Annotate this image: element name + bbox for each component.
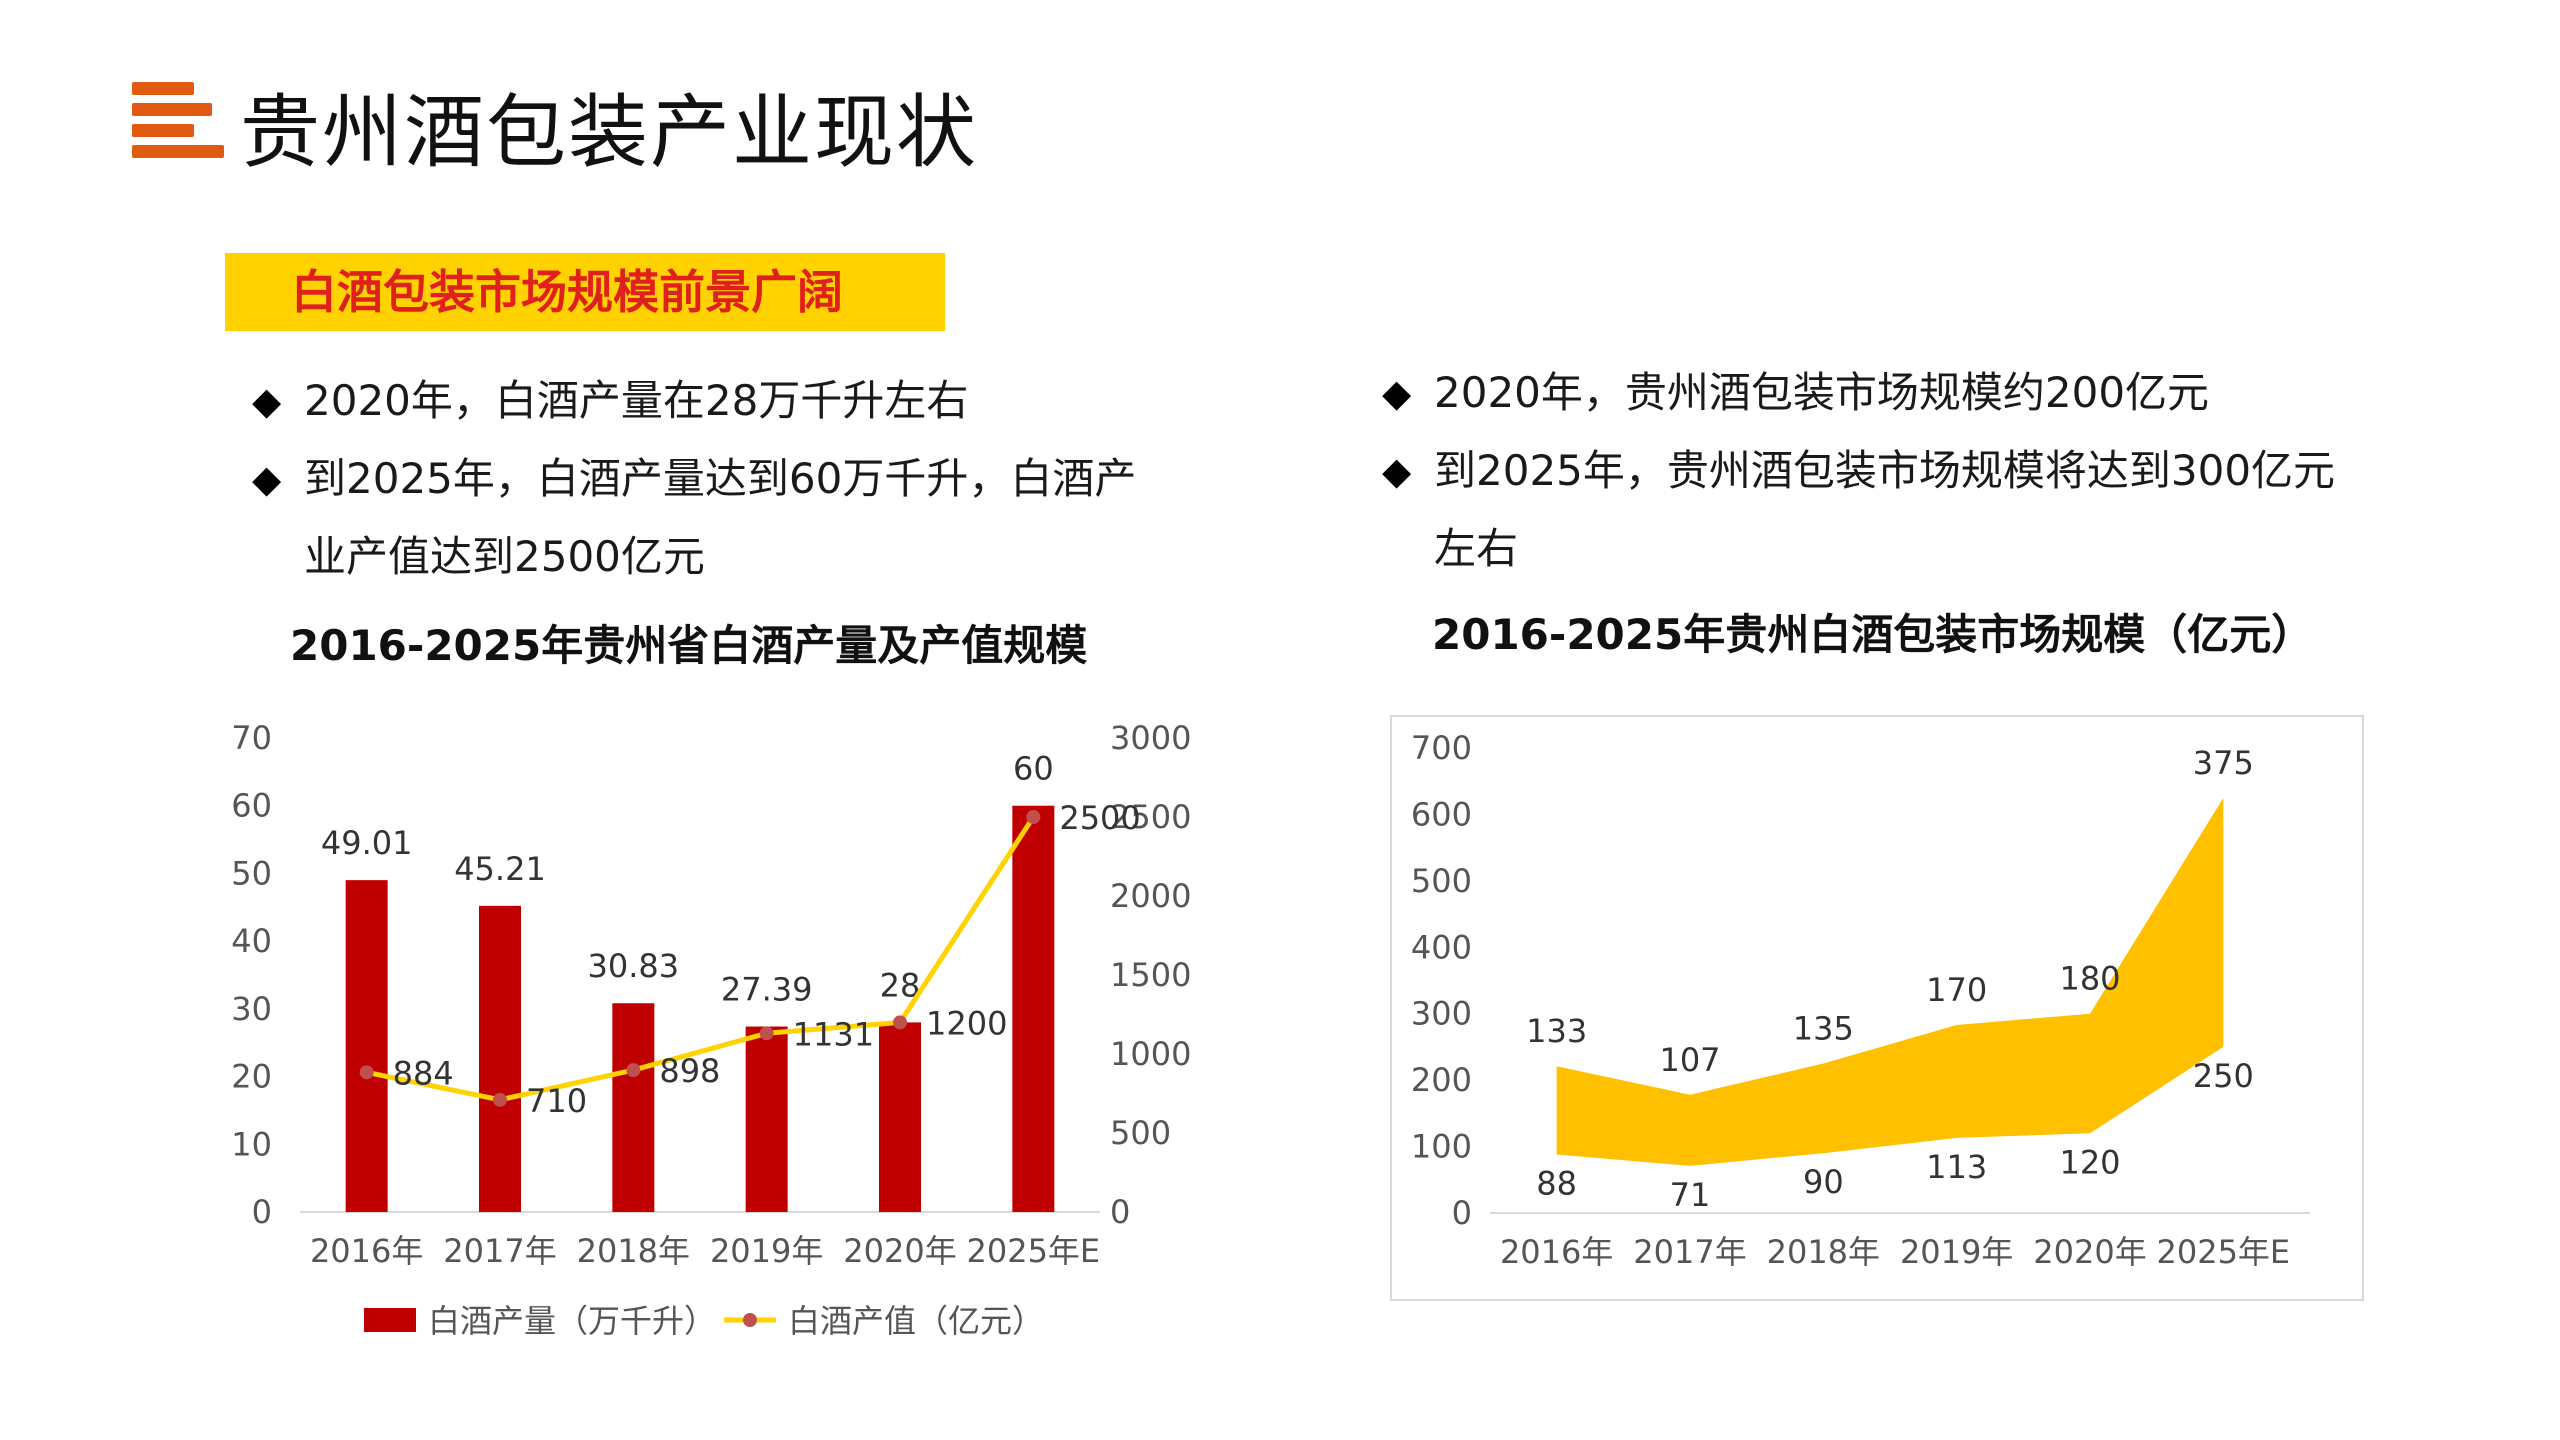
line-data-label: 1200	[926, 1004, 1007, 1042]
y-left-tick-label: 50	[231, 854, 272, 892]
x-tick-label: 2017年	[443, 1232, 556, 1270]
y-left-tick-label: 20	[231, 1058, 272, 1096]
bar	[479, 905, 521, 1212]
bullet-text: 到2025年，贵州酒包装市场规模将达到300亿元左右	[1434, 446, 2336, 573]
series-line	[366, 815, 1036, 1103]
y-right-tick-label: 3000	[1110, 719, 1191, 757]
bar-data-label: 60	[1013, 750, 1054, 788]
y-right-tick-label: 1000	[1110, 1035, 1191, 1073]
right-bullet-list: ◆ 2020年，贵州酒包装市场规模约200亿元 ◆ 到2025年，贵州酒包装市场…	[1378, 354, 2338, 588]
bar	[745, 1026, 788, 1212]
lower-data-label: 120	[2059, 1143, 2120, 1181]
y-left-tick-label: 60	[231, 787, 272, 825]
line-point	[626, 1063, 641, 1078]
x-tick-label: 2018年	[577, 1232, 690, 1270]
y-right-tick-label: 2500	[1110, 798, 1191, 836]
right-chart-title: 2016-2025年贵州白酒包装市场规模（亿元）	[1432, 610, 2314, 659]
x-tick-label: 2020年	[2033, 1233, 2146, 1271]
bullet-item: ◆ 2020年，白酒产量在28万千升左右	[248, 362, 1138, 440]
x-tick-label: 2019年	[1900, 1233, 2013, 1271]
x-tick-label: 2018年	[1767, 1233, 1880, 1271]
legend-bar-swatch	[364, 1308, 416, 1332]
y-tick-label: 300	[1411, 995, 1472, 1033]
packaging-market-chart: 0 100 200 300 400 500 600 700 2016年 2017年 2018年 201…	[1390, 715, 2364, 1301]
left-bullet-list: ◆ 2020年，白酒产量在28万千升左右 ◆ 到2025年，白酒产量达到60万千…	[248, 362, 1138, 596]
diamond-icon: ◆	[1382, 449, 1412, 493]
x-tick-label: 2025年E	[966, 1232, 1100, 1270]
bar-data-label: 27.39	[721, 971, 813, 1009]
legend-bar-label: 白酒产量（万千升）	[428, 1302, 716, 1340]
bar	[612, 1003, 655, 1212]
diamond-icon: ◆	[1382, 371, 1412, 415]
bar	[345, 880, 388, 1212]
x-tick-label: 2016年	[310, 1232, 423, 1270]
band-data-label: 180	[2059, 960, 2120, 998]
y-tick-label: 600	[1411, 795, 1472, 833]
y-left-tick-label: 0	[252, 1193, 272, 1231]
y-right-tick-label: 2000	[1110, 877, 1191, 915]
x-tick-label: 2020年	[843, 1232, 956, 1270]
y-right-tick-label: 0	[1110, 1193, 1130, 1231]
band-data-label: 135	[1793, 1010, 1854, 1048]
line-point	[759, 1026, 774, 1041]
band-data-label: 133	[1526, 1012, 1587, 1050]
line-data-label: 2500	[1059, 799, 1140, 837]
left-chart-title: 2016-2025年贵州省白酒产量及产值规模	[290, 621, 1088, 670]
line-point	[359, 1065, 374, 1080]
bar	[1012, 805, 1055, 1212]
bullet-text: 2020年，贵州酒包装市场规模约200亿元	[1434, 368, 2210, 417]
line-data-label: 710	[526, 1082, 587, 1120]
bullet-item: ◆ 到2025年，贵州酒包装市场规模将达到300亿元左右	[1378, 432, 2338, 588]
y-right-tick-label: 1500	[1110, 956, 1191, 994]
bullet-item: ◆ 到2025年，白酒产量达到60万千升，白酒产业产值达到2500亿元	[248, 440, 1138, 596]
x-tick-label: 2016年	[1500, 1233, 1613, 1271]
diamond-icon: ◆	[252, 379, 282, 423]
lower-data-label: 250	[2193, 1057, 2254, 1095]
bullet-text: 到2025年，白酒产量达到60万千升，白酒产业产值达到2500亿元	[304, 454, 1137, 581]
band-data-label: 375	[2193, 744, 2254, 782]
bar-data-label: 45.21	[454, 850, 546, 888]
band-data-label: 170	[1926, 971, 1987, 1009]
y-tick-label: 400	[1411, 928, 1472, 966]
y-tick-label: 500	[1411, 862, 1472, 900]
legend-line-marker	[743, 1313, 757, 1327]
y-tick-label: 0	[1452, 1194, 1472, 1232]
line-point	[493, 1092, 507, 1107]
band-data-label: 107	[1659, 1041, 1720, 1079]
y-left-tick-label: 30	[231, 990, 272, 1028]
bullet-text: 2020年，白酒产量在28万千升左右	[304, 376, 969, 425]
bar	[879, 1022, 921, 1212]
y-left-tick-label: 10	[231, 1125, 272, 1163]
y-tick-label: 200	[1411, 1061, 1472, 1099]
section-banner: 白酒包装市场规模前景广阔	[225, 253, 945, 331]
bar-data-label: 49.01	[321, 824, 413, 862]
legend-line-label: 白酒产值（亿元）	[788, 1302, 1044, 1340]
x-tick-label: 2017年	[1633, 1233, 1746, 1271]
bullet-item: ◆ 2020年，贵州酒包装市场规模约200亿元	[1378, 354, 2338, 432]
y-right-tick-label: 500	[1110, 1114, 1171, 1152]
diamond-icon: ◆	[252, 457, 282, 501]
x-tick-label: 2025年E	[2156, 1233, 2290, 1271]
line-data-label: 1131	[793, 1015, 874, 1053]
lower-data-label: 88	[1536, 1165, 1577, 1203]
band-area	[1556, 797, 2224, 1166]
production-value-chart: 0 10 20 30 40 50 60 70 0 500 1000 1500 2000 2500 3000 2…	[231, 719, 1191, 1340]
lower-data-label: 90	[1803, 1163, 1844, 1201]
line-data-label: 898	[659, 1052, 720, 1090]
x-tick-label: 2019年	[710, 1232, 823, 1270]
line-point	[1026, 810, 1041, 824]
bar-data-label: 30.83	[588, 947, 680, 985]
y-tick-label: 700	[1411, 729, 1472, 767]
lower-data-label: 71	[1670, 1176, 1711, 1214]
y-tick-label: 100	[1411, 1128, 1472, 1166]
line-point	[893, 1015, 907, 1030]
y-left-tick-label: 40	[231, 922, 272, 960]
page-title: 贵州酒包装产业现状	[240, 86, 978, 179]
lower-data-label: 113	[1926, 1148, 1987, 1186]
y-left-tick-label: 70	[231, 719, 272, 757]
menu-lines-icon	[132, 80, 224, 160]
line-data-label: 884	[393, 1054, 454, 1092]
